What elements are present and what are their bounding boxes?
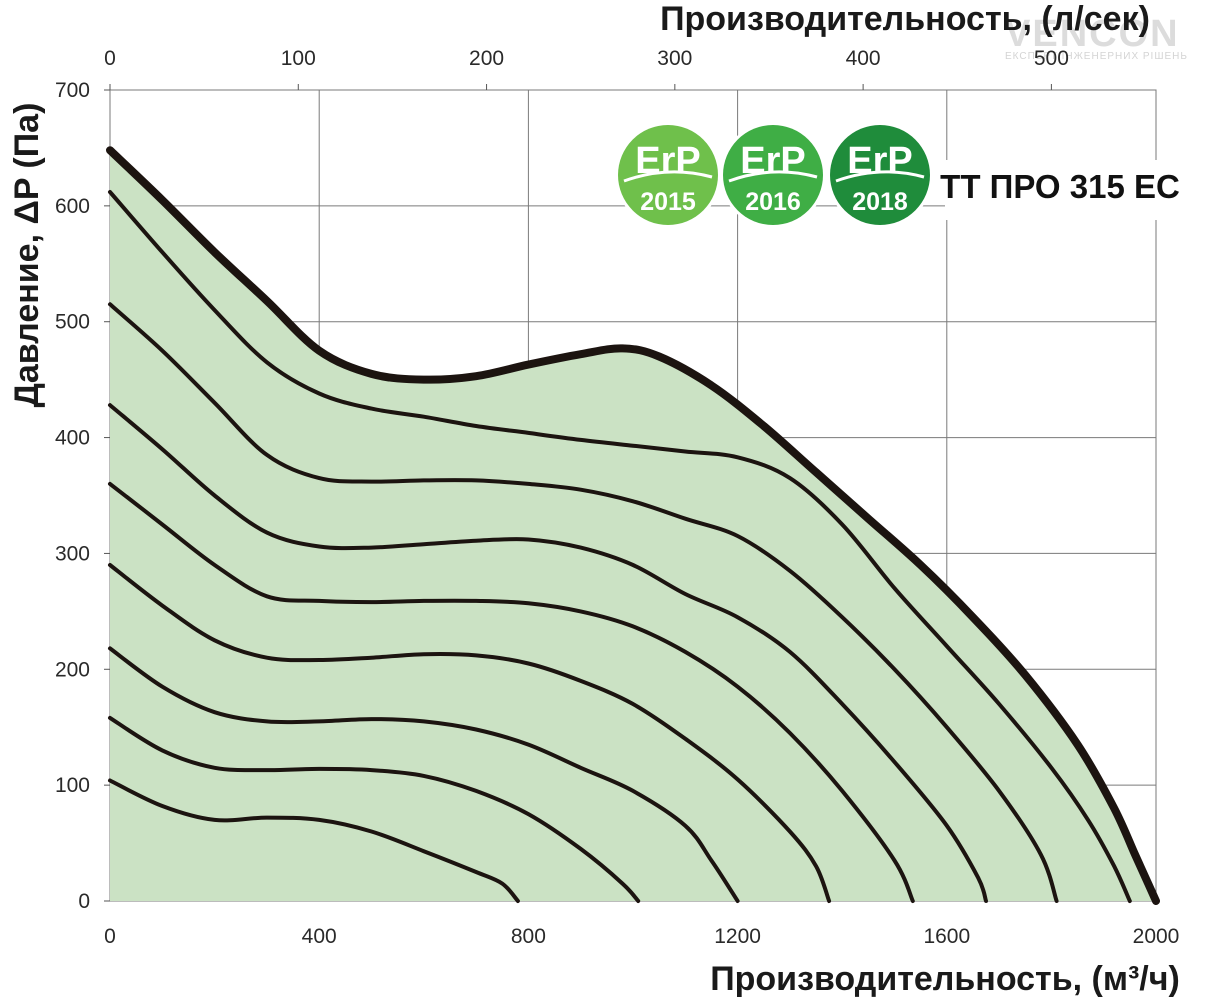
speed-curve-4 [108,481,915,903]
operating-area-fill [110,150,1156,901]
erp-badge-2015: ErP 2015 [615,122,721,228]
x-tick-label: 400 [302,925,337,948]
y-tick-label: 600 [55,195,90,218]
y-tick-label: 700 [55,79,90,102]
speed-curve-5 [108,563,832,903]
x-axis-ticks: 0 400 800 1200 1600 2000 [104,925,1179,948]
erp-badge-circle [830,125,930,225]
x2-tick-label: 200 [469,47,504,70]
x-tick-label: 800 [511,925,546,948]
erp-badge-year: 2018 [852,188,908,216]
speed-curve-1 [108,190,1132,903]
y-tick-label: 0 [78,890,90,913]
top-axis-title: Производительность, (л/сек) [660,0,1150,38]
y-tick-label: 400 [55,427,90,450]
speed-curve-8 [108,778,520,903]
x2-axis-ticks: 0 100 200 300 400 500 [104,47,1069,70]
erp-badge-swoosh [728,170,818,183]
watermark-tagline: ЕКСПЕРТ ІНЖЕНЕРНИХ РІШЕНЬ [1005,51,1188,62]
speed-curve-6 [108,646,740,903]
x2-tick-label: 300 [657,47,692,70]
erp-badge-swoosh [623,170,713,183]
x2-tick-label: 0 [104,47,116,70]
erp-badge-circle [723,125,823,225]
y-tick-label: 300 [55,542,90,565]
x2-tick-label: 100 [281,47,316,70]
erp-badge-swoosh [835,170,925,183]
erp-badge-circle [618,125,718,225]
x-tick-label: 1600 [923,925,970,948]
x-tick-label: 1200 [714,925,761,948]
speed-curve-3 [108,403,988,903]
erp-badge-label: ErP [740,140,805,182]
x-tick-label: 0 [104,925,116,948]
x2-tick-label: 500 [1034,47,1069,70]
y-tick-label: 100 [55,774,90,797]
y-axis-title: Давление, ΔP (Па) [8,103,46,408]
speed-curves [108,190,1132,903]
speed-curve-2 [108,302,1059,903]
x-tick-label: 2000 [1133,925,1180,948]
erp-badge-label: ErP [635,140,700,182]
bottom-axis-title: Производительность, (м³/ч) [710,960,1180,998]
erp-badges: ErP 2015 ErP 2016 ErP 2018 [615,122,933,228]
erp-badge-2016: ErP 2016 [720,122,826,228]
speed-curve-7 [108,715,641,903]
erp-badge-year: 2015 [640,188,696,216]
watermark-brand: VENCON [1005,13,1180,55]
y-tick-label: 500 [55,311,90,334]
x2-tick-label: 400 [846,47,881,70]
y-axis-ticks: 0 100 200 300 400 500 600 700 [55,79,90,913]
erp-badge-label: ErP [847,140,912,182]
erp-badge-year: 2016 [745,188,801,216]
model-label-background [945,160,1177,220]
model-label: ТТ ПРО 315 ЕС [940,168,1180,205]
max-speed-curve [106,146,1160,905]
y-tick-label: 200 [55,658,90,681]
erp-badge-2018: ErP 2018 [827,122,933,228]
